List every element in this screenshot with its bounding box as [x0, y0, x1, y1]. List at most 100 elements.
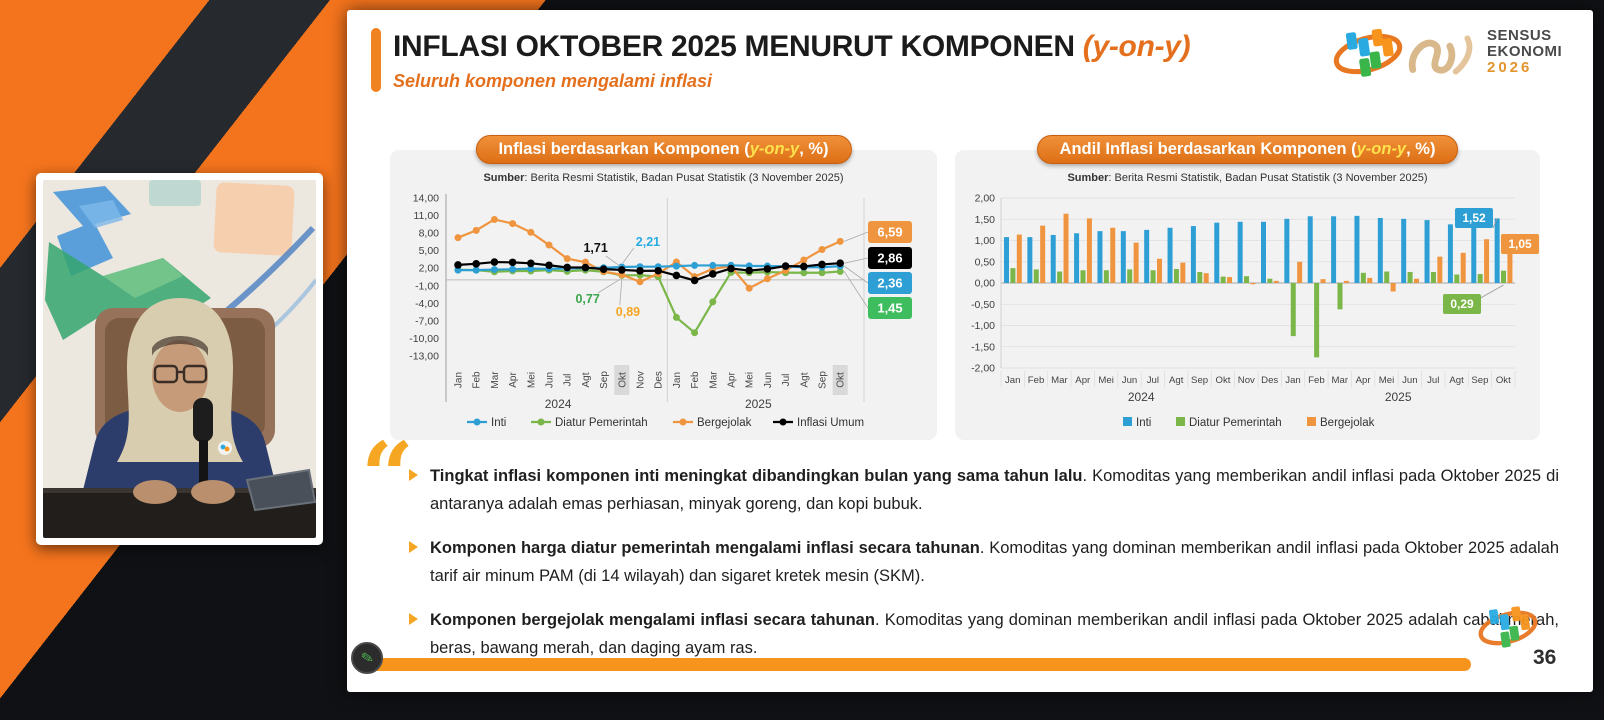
svg-text:Sep: Sep	[818, 371, 829, 389]
svg-text:Nov: Nov	[636, 371, 647, 389]
svg-text:Agt: Agt	[799, 372, 810, 387]
svg-text:Apr: Apr	[1356, 375, 1372, 386]
page-subtitle: Seluruh komponen mengalami inflasi	[393, 71, 713, 91]
svg-text:-10,00: -10,00	[409, 333, 439, 345]
svg-text:Agt: Agt	[1169, 375, 1184, 386]
pencil-icon: ✎	[359, 649, 375, 668]
svg-text:Mar: Mar	[708, 371, 719, 389]
svg-text:Okt: Okt	[836, 372, 847, 388]
page-number: 36	[1533, 646, 1557, 669]
svg-text:Inflasi Umum: Inflasi Umum	[797, 417, 864, 429]
svg-text:Sep: Sep	[1191, 375, 1208, 386]
svg-text:2,00: 2,00	[419, 263, 440, 275]
svg-text:2024: 2024	[545, 397, 572, 411]
svg-text:0,29: 0,29	[1450, 297, 1474, 311]
svg-text:5,00: 5,00	[419, 245, 440, 257]
bar-chart-source-text: : Berita Resmi Statistik, Badan Pusat St…	[1108, 172, 1428, 184]
bar-chart-title-yoy: y-on-y	[1356, 140, 1407, 158]
line-chart-title-yoy: y-on-y	[749, 140, 800, 158]
svg-text:-1,50: -1,50	[971, 341, 995, 353]
svg-text:Jun: Jun	[1402, 375, 1417, 386]
bullet-bergejolak: Komponen bergejolak mengalami inflasi se…	[409, 606, 1559, 662]
bullet-diatur-pemerintah: Komponen harga diatur pemerintah mengala…	[409, 534, 1559, 590]
svg-text:Jul: Jul	[1427, 375, 1439, 386]
svg-text:2,00: 2,00	[975, 193, 996, 205]
bullet-inti: Tingkat inflasi komponen inti meningkat …	[409, 462, 1559, 518]
bps-watermark-logo	[1477, 600, 1539, 656]
svg-text:2,36: 2,36	[877, 276, 902, 291]
sensus-ekonomi-swoosh-icon	[1408, 35, 1473, 75]
svg-text:Mei: Mei	[1098, 375, 1113, 386]
svg-text:Agt: Agt	[581, 372, 592, 387]
svg-text:1,00: 1,00	[975, 235, 996, 247]
svg-text:Mar: Mar	[490, 371, 501, 389]
line-chart-title: Inflasi berdasarkan Komponen (	[498, 140, 750, 158]
svg-text:2025: 2025	[1385, 390, 1412, 404]
bar-chart-title: Andil Inflasi berdasarkan Komponen (	[1059, 140, 1357, 158]
annotation-tool-button[interactable]: ✎	[351, 642, 383, 674]
svg-text:Sep: Sep	[599, 371, 610, 389]
svg-text:Jun: Jun	[545, 372, 556, 388]
line-chart-source-text: : Berita Resmi Statistik, Badan Pusat St…	[524, 172, 844, 184]
sensus-ekonomi-logo-text: SENSUS EKONOMI 2026	[1487, 28, 1562, 75]
summary-bullets: Tingkat inflasi komponen inti meningkat …	[409, 462, 1559, 678]
svg-text:Okt: Okt	[1215, 375, 1230, 386]
page-title-yoy: (y-on-y)	[1082, 30, 1191, 63]
svg-text:1,71: 1,71	[583, 241, 607, 255]
svg-text:-1,00: -1,00	[971, 320, 995, 332]
svg-text:0,89: 0,89	[616, 305, 640, 319]
svg-text:Inti: Inti	[1136, 417, 1151, 429]
svg-text:Okt: Okt	[617, 372, 628, 388]
svg-text:Jul: Jul	[781, 374, 792, 387]
page-title: INFLASI OKTOBER 2025 MENURUT KOMPONEN (y…	[393, 30, 1191, 64]
svg-text:Bergejolak: Bergejolak	[697, 417, 752, 429]
svg-text:Apr: Apr	[727, 372, 738, 388]
svg-text:Nov: Nov	[1238, 375, 1255, 386]
svg-text:Mei: Mei	[1379, 375, 1394, 386]
svg-text:-1,00: -1,00	[415, 280, 439, 292]
bullet-bergejolak-bold: Komponen bergejolak mengalami inflasi se…	[430, 611, 875, 630]
svg-text:11,00: 11,00	[414, 210, 440, 222]
svg-text:2,86: 2,86	[877, 251, 902, 266]
bar-chart-source-label: Sumber	[1067, 172, 1109, 184]
svg-text:Jan: Jan	[1005, 375, 1020, 386]
line-chart-title-suffix: , %)	[799, 140, 829, 158]
svg-text:Mar: Mar	[1051, 375, 1068, 386]
presenter-webcam-tile	[36, 173, 323, 545]
svg-text:Diatur Pemerintah: Diatur Pemerintah	[1189, 417, 1282, 429]
svg-text:1,05: 1,05	[1508, 237, 1532, 251]
svg-text:Mei: Mei	[745, 372, 756, 388]
bullet-bergejolak-rest: . Komoditas yang dominan memberikan andi…	[430, 611, 1559, 658]
bullet-arrow-icon	[409, 469, 418, 481]
svg-text:0,77: 0,77	[575, 292, 599, 306]
sensus-year: 2026	[1487, 58, 1533, 76]
line-chart-source-label: Sumber	[483, 172, 525, 184]
svg-text:Feb: Feb	[690, 371, 701, 389]
bullet-diatur-bold: Komponen harga diatur pemerintah mengala…	[430, 539, 980, 558]
svg-text:0,00: 0,00	[975, 278, 996, 290]
svg-text:Apr: Apr	[1075, 375, 1091, 386]
svg-text:Jun: Jun	[763, 372, 774, 388]
svg-text:Jan: Jan	[1285, 375, 1300, 386]
svg-text:Feb: Feb	[1308, 375, 1325, 386]
bar-chart-title-pill: Andil Inflasi berdasarkan Komponen (y-on…	[1036, 135, 1459, 164]
bullet-inti-rest: . Komoditas yang memberikan andil inflas…	[430, 467, 1559, 514]
svg-text:2,21: 2,21	[636, 235, 660, 249]
svg-text:Jul: Jul	[563, 374, 574, 387]
line-chart-source: Sumber: Berita Resmi Statistik, Badan Pu…	[390, 172, 937, 184]
svg-text:Jan: Jan	[454, 372, 465, 388]
svg-text:Jul: Jul	[1147, 375, 1159, 386]
line-chart-title-pill: Inflasi berdasarkan Komponen (y-on-y, %)	[475, 135, 852, 164]
svg-text:-2,00: -2,00	[971, 363, 995, 375]
bullet-inti-bold: Tingkat inflasi komponen inti meningkat …	[430, 467, 1083, 485]
svg-text:Feb: Feb	[472, 371, 483, 389]
svg-text:Diatur Pemerintah: Diatur Pemerintah	[555, 417, 648, 429]
andil-bar-chart: 2,00 1,50 1,00 0,50 0,00 -0,50 -1,00 -1,50 -2,00…	[971, 193, 1539, 429]
bar-chart-source: Sumber: Berita Resmi Statistik, Badan Pu…	[955, 172, 1540, 184]
title-accent-bar	[371, 28, 381, 92]
svg-text:Agt: Agt	[1449, 375, 1464, 386]
sensus-line1: SENSUS	[1487, 27, 1552, 44]
inflasi-line-chart: 14,00 11,00 8,00 5,00 2,00 -1,00 -4,00 -7,00 -10…	[409, 193, 912, 429]
svg-text:Des: Des	[654, 371, 665, 389]
svg-text:Jun: Jun	[1122, 375, 1137, 386]
